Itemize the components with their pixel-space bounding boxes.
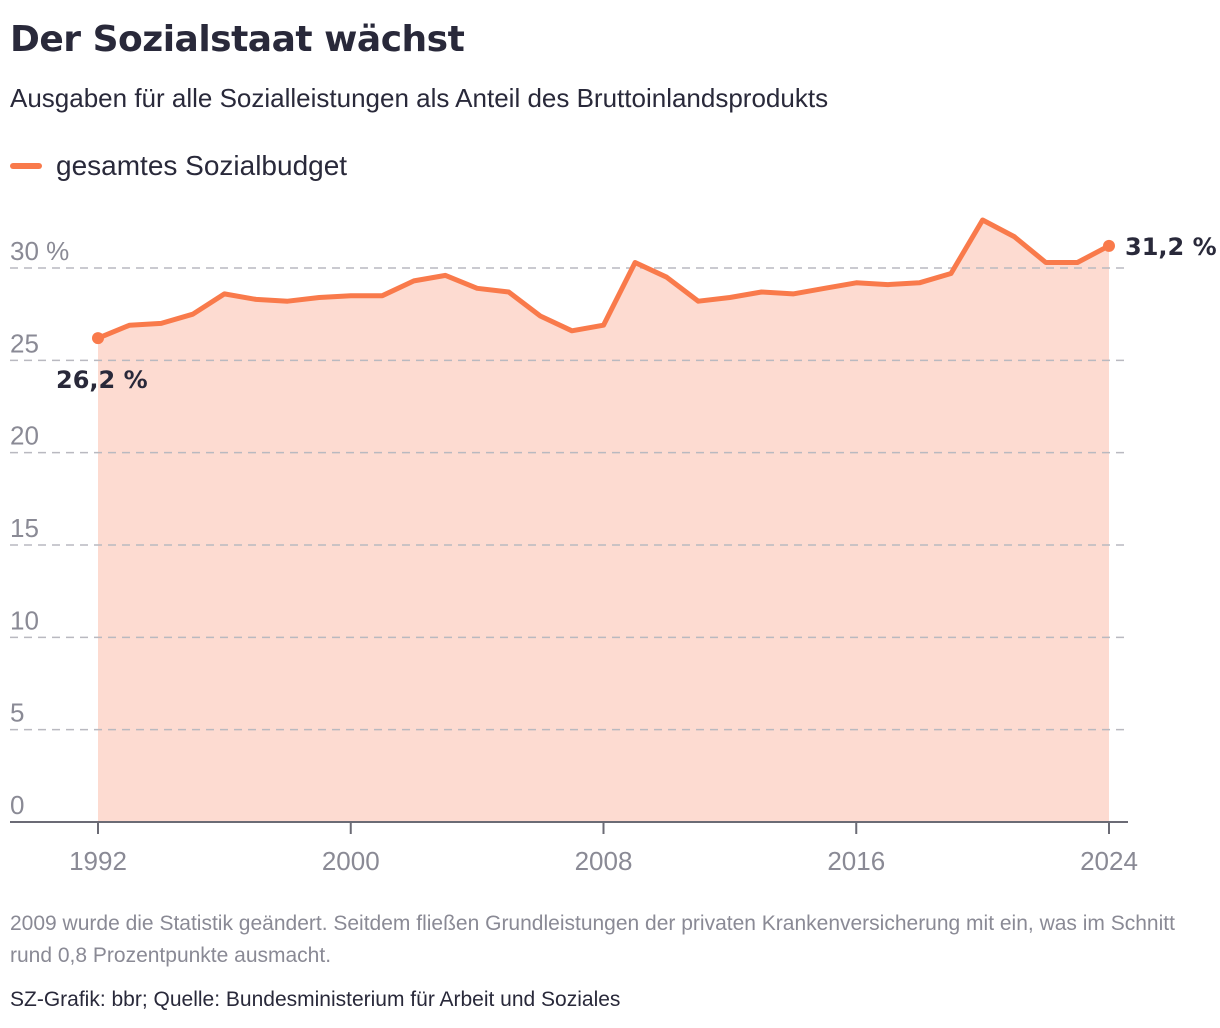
point-marker-1992: [92, 332, 104, 345]
y-tick-label: 5: [10, 698, 24, 728]
legend: gesamtes Sozialbudget: [10, 150, 347, 182]
legend-swatch-line: [10, 163, 42, 169]
chart-title: Der Sozialstaat wächst: [10, 19, 465, 60]
data-label-2024: 31,2 %: [1125, 233, 1217, 261]
x-tick-label: 2024: [1080, 846, 1138, 876]
y-tick-label: 0: [10, 790, 24, 820]
y-tick-label: 10: [10, 605, 39, 635]
point-marker-2024: [1103, 239, 1115, 252]
area-fill: [98, 220, 1109, 822]
x-tick-label: 1992: [69, 846, 127, 876]
source-credit: SZ-Grafik: bbr; Quelle: Bundesministeriu…: [10, 988, 621, 1011]
x-tick-label: 2000: [322, 846, 380, 876]
data-label-1992: 26,2 %: [56, 366, 148, 394]
area-chart: 0 5 10 15 20 25 30 % 1992 2000 2008 2016 2024 26,2 %…: [10, 217, 1217, 876]
x-tick-label: 2008: [575, 846, 633, 876]
y-tick-label: 25: [10, 328, 39, 358]
legend-label: gesamtes Sozialbudget: [56, 150, 348, 181]
y-tick-label: 20: [10, 421, 39, 451]
y-tick-label: 30 %: [10, 236, 69, 266]
y-tick-label: 15: [10, 513, 39, 543]
chart-subtitle: Ausgaben für alle Sozialleistungen als A…: [10, 83, 829, 113]
x-tick-label: 2016: [827, 846, 885, 876]
footnote: 2009 wurde die Statistik geändert. Seitd…: [10, 912, 1175, 967]
series-line: [95, 217, 1112, 341]
